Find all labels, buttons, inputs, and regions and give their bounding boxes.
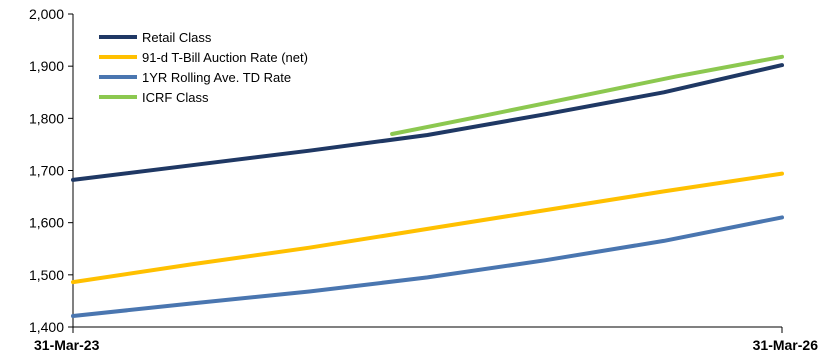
series-line-3 xyxy=(390,54,784,136)
y-tick-label: 1,700 xyxy=(29,163,64,179)
y-tick-label: 1,500 xyxy=(29,267,64,283)
legend: Retail Class 91-d T-Bill Auction Rate (ne… xyxy=(99,30,308,105)
y-tick-label: 1,800 xyxy=(29,110,64,126)
x-tick-labels: 31-Mar-23 31-Mar-26 xyxy=(34,337,818,353)
legend-label-2: 1YR Rolling Ave. TD Rate xyxy=(142,70,291,85)
y-tick-label: 1,400 xyxy=(29,319,64,335)
legend-label-1: 91-d T-Bill Auction Rate (net) xyxy=(142,50,308,65)
y-ticks: 1,400 1,500 1,600 1,700 1,800 1,900 2,000 xyxy=(29,6,73,335)
legend-label-0: Retail Class xyxy=(142,30,212,45)
series-lines xyxy=(71,54,784,318)
x-tick-label-start: 31-Mar-23 xyxy=(34,337,100,353)
series-line-0 xyxy=(71,63,784,182)
y-tick-label: 1,600 xyxy=(29,215,64,231)
x-tick-label-end: 31-Mar-26 xyxy=(753,337,819,353)
y-tick-label: 1,900 xyxy=(29,58,64,74)
series-line-1 xyxy=(71,171,784,285)
series-line-2 xyxy=(71,215,784,318)
legend-label-3: ICRF Class xyxy=(142,90,209,105)
y-tick-label: 2,000 xyxy=(29,6,64,22)
